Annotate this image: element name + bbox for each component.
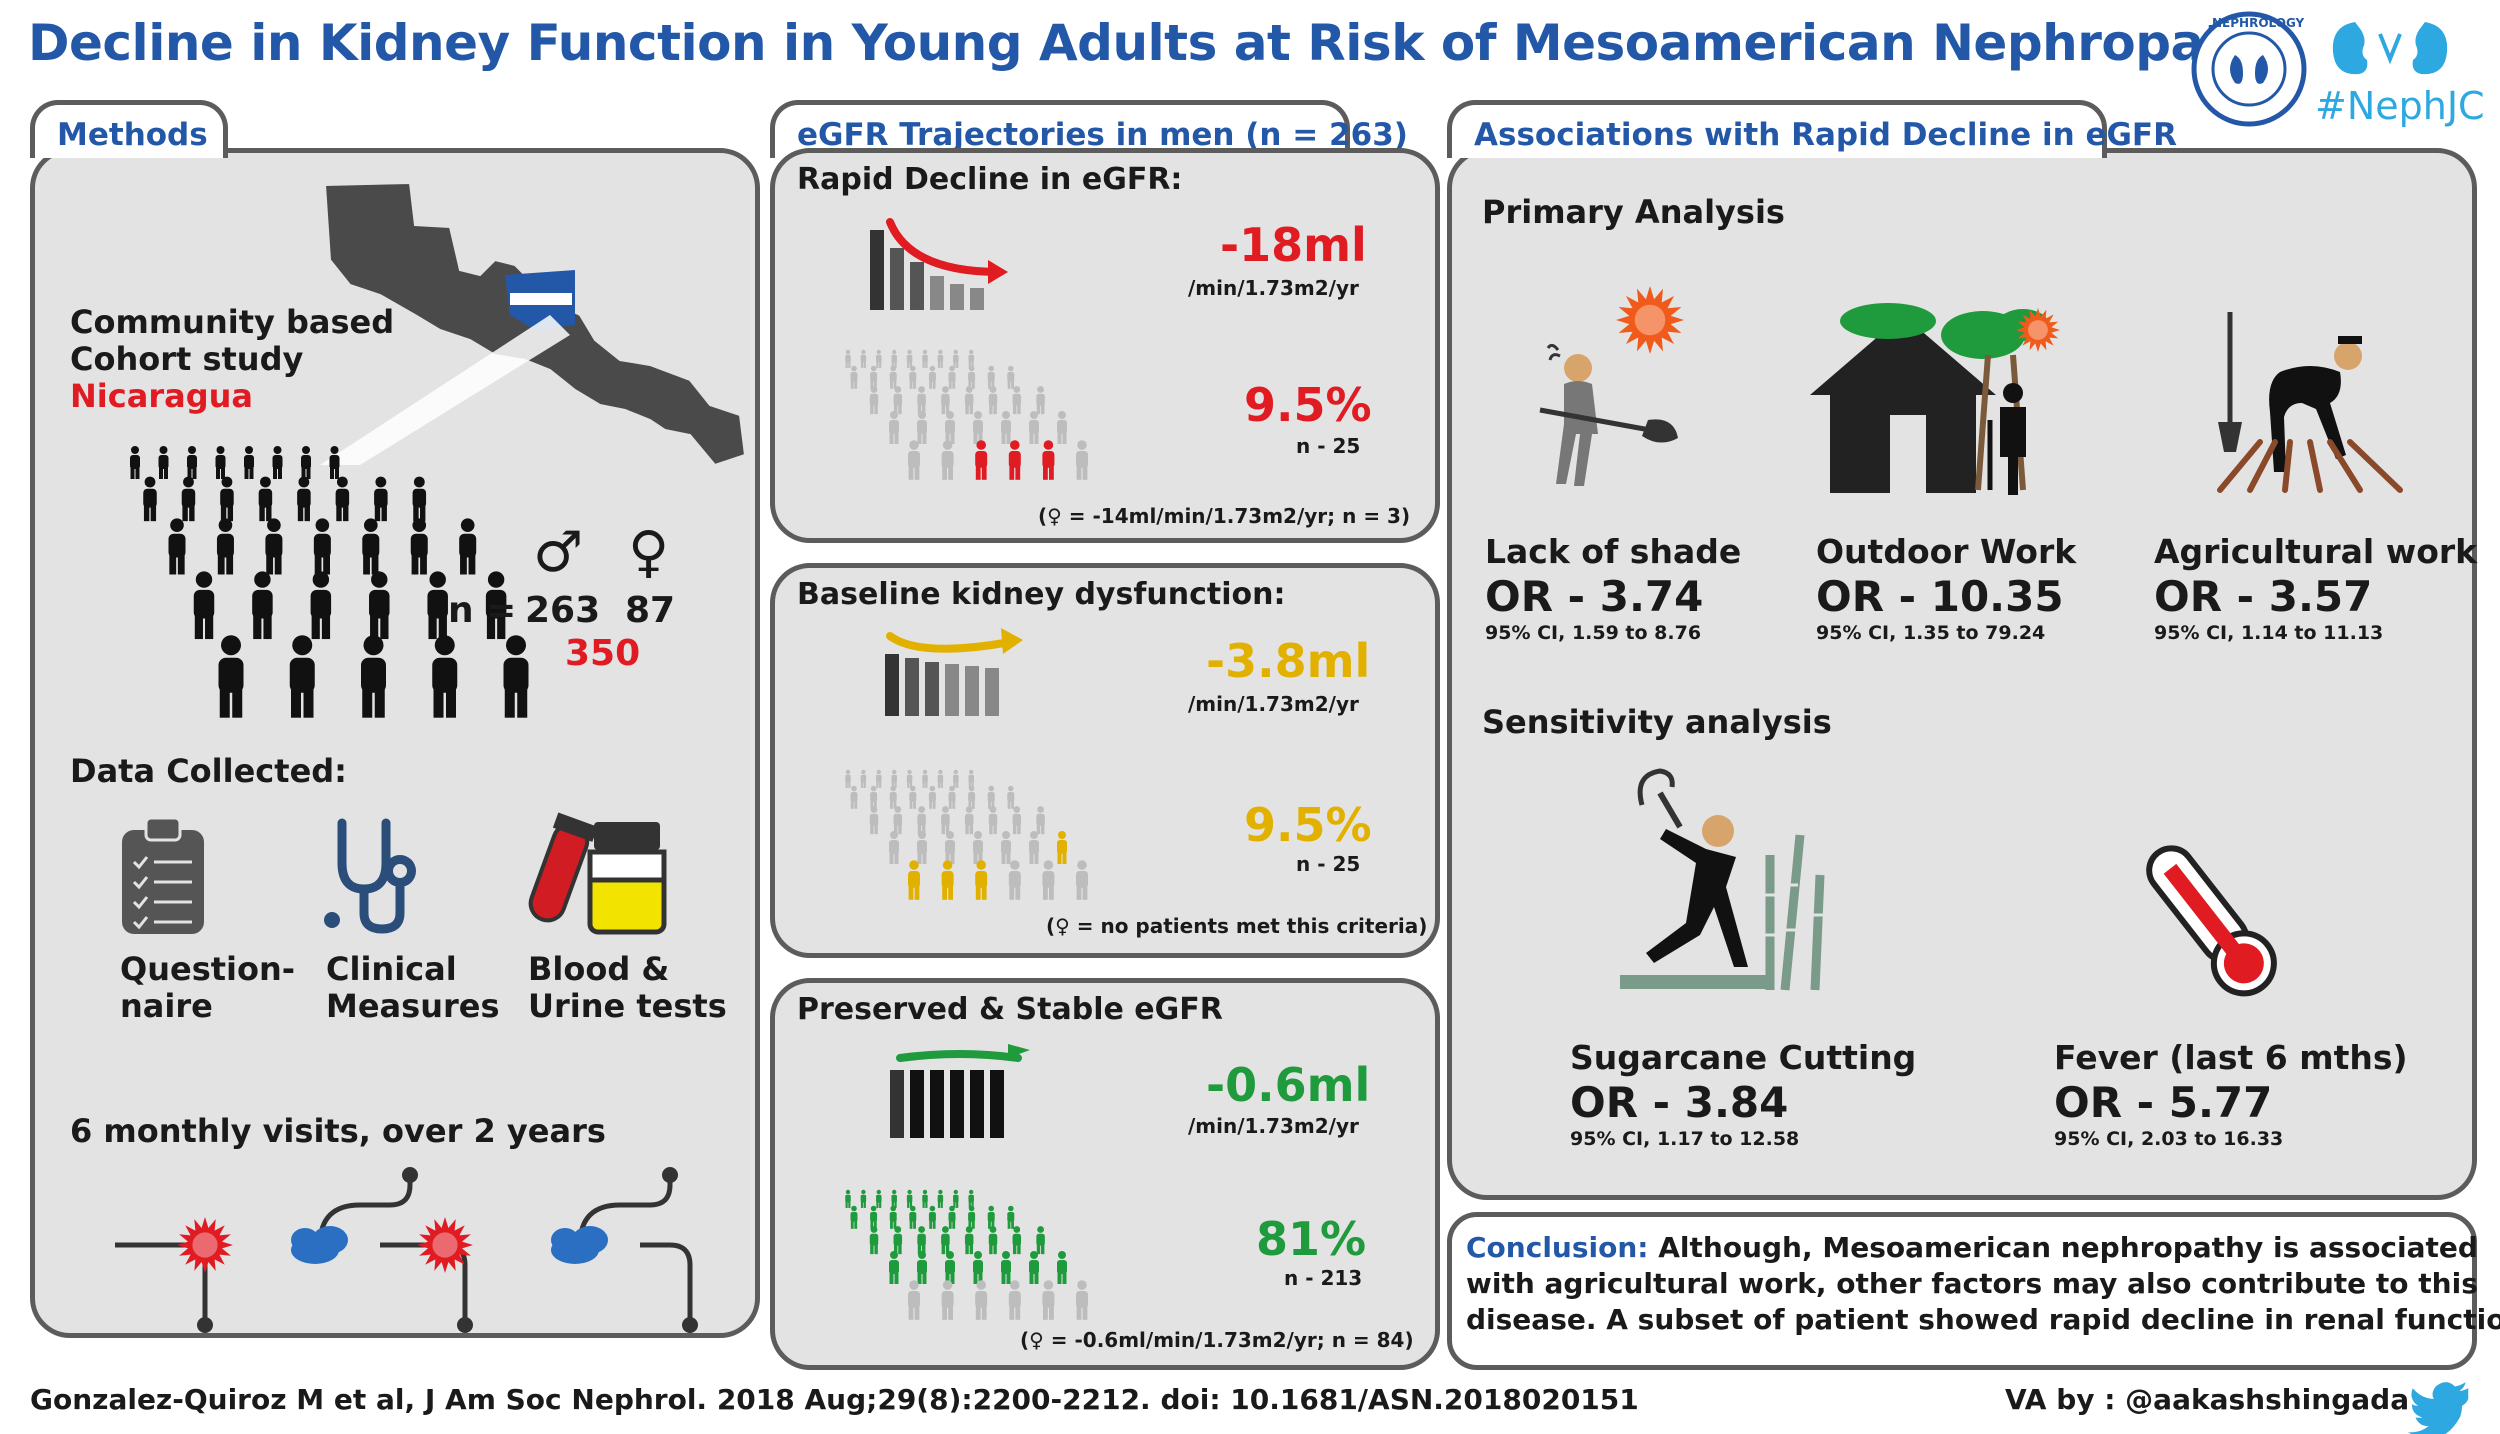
clinical-label-1: Clinical (326, 950, 457, 988)
n-male: 263 (525, 590, 601, 631)
visits-text: 6 monthly visits, over 2 years (70, 1112, 606, 1150)
baseline-n: n - 25 (1296, 852, 1361, 876)
sensitivity-analysis-heading: Sensitivity analysis (1482, 703, 1832, 741)
people-crowd-icon (130, 446, 529, 718)
rapid-rate: -18ml (1220, 218, 1367, 272)
shade-label: Lack of shade (1485, 532, 1742, 571)
page-title: Decline in Kidney Function in Young Adul… (28, 14, 2295, 72)
stable-pct: 81% (1256, 1212, 1367, 1266)
male-symbol: ♂ (533, 520, 584, 585)
stable-note: (♀ = -0.6ml/min/1.73m2/yr; n = 84) (1020, 1328, 1414, 1352)
stable-egfr-panel (770, 978, 1440, 1370)
stable-unit: /min/1.73m2/yr (1188, 1114, 1359, 1138)
baseline-pct: 9.5% (1244, 798, 1372, 852)
conclusion-line3: disease. A subset of patient showed rapi… (1466, 1303, 2500, 1336)
sugarcane-label: Sugarcane Cutting (1570, 1038, 1917, 1077)
conclusion-line1: Although, Mesoamerican nephropathy is as… (1658, 1231, 2478, 1264)
study-design-line2: Cohort study (70, 340, 304, 378)
clinical-label-2: Measures (326, 987, 500, 1025)
visit-timeline (115, 1167, 698, 1333)
data-collected-heading: Data Collected: (70, 752, 347, 790)
shade-or: OR - 3.74 (1485, 572, 1704, 621)
rapid-n: n - 25 (1296, 434, 1361, 458)
associations-tab: Associations with Rapid Decline in eGFR (1447, 100, 2177, 158)
citation: Gonzalez-Quiroz M et al, J Am Soc Nephro… (30, 1383, 1639, 1416)
farmer-planting-icon (2217, 312, 2403, 493)
stable-bar-icon (890, 1044, 1030, 1138)
primary-analysis-heading: Primary Analysis (1482, 193, 1785, 231)
conclusion-text: Conclusion: Although, Mesoamerican nephr… (1466, 1230, 2500, 1338)
n-label: n = (448, 590, 517, 631)
questionnaire-label-2: naire (120, 987, 213, 1025)
rapid-pct: 9.5% (1244, 378, 1372, 432)
agricultural-label: Agricultural work (2154, 532, 2478, 571)
stable-heading: Preserved & Stable eGFR (797, 992, 1223, 1027)
rapid-people-icon (845, 349, 1088, 480)
stable-n: n - 213 (1284, 1266, 1363, 1290)
baseline-unit: /min/1.73m2/yr (1188, 692, 1359, 716)
thermometer-fever-icon (2146, 845, 2277, 997)
agricultural-or: OR - 3.57 (2154, 572, 2373, 621)
outdoor-ci: 95% CI, 1.35 to 79.24 (1816, 622, 2046, 644)
study-country: Nicaragua (70, 377, 253, 415)
kidney-icon (2332, 22, 2448, 75)
worker-shovel-sun-icon (1539, 286, 1684, 486)
stable-people-icon (845, 1189, 1088, 1320)
fever-label: Fever (last 6 mths) (2054, 1038, 2408, 1077)
stable-rate: -0.6ml (1206, 1058, 1371, 1112)
blood-label-2: Urine tests (528, 987, 727, 1025)
n-total: 350 (565, 633, 641, 674)
house-outdoor-worker-icon (1810, 303, 2060, 495)
baseline-rate: -3.8ml (1206, 634, 1371, 688)
baseline-people-icon (845, 769, 1088, 900)
va-credit: VA by : @aakashshingada (2005, 1383, 2410, 1416)
conclusion-line2: with agricultural work, other factors ma… (1466, 1267, 2478, 1300)
logo-seal-icon (2191, 11, 2307, 127)
nephrology-logo: NEPHROLOGY (2190, 10, 2308, 128)
sugarcane-ci: 95% CI, 1.17 to 12.58 (1570, 1128, 1800, 1150)
logo-text: NEPHROLOGY (2212, 16, 2305, 30)
clipboard-icon (122, 816, 204, 934)
stethoscope-icon (324, 818, 416, 934)
twitter-bird-icon (2407, 1382, 2469, 1434)
questionnaire-label-1: Question- (120, 950, 296, 988)
sugarcane-cutter-icon (1620, 768, 1825, 991)
nephjc-logo: #NephJC (2315, 14, 2485, 134)
methods-tab: Methods (30, 100, 228, 158)
blood-label-1: Blood & (528, 950, 670, 988)
rapid-decline-panel (770, 148, 1440, 543)
hashtag: #NephJC (2315, 84, 2485, 128)
fever-or: OR - 5.77 (2054, 1078, 2273, 1127)
outdoor-or: OR - 10.35 (1816, 572, 2064, 621)
shade-ci: 95% CI, 1.59 to 8.76 (1485, 622, 1702, 644)
central-america-map (320, 181, 747, 467)
methods-panel (30, 148, 760, 1338)
rapid-heading: Rapid Decline in eGFR: (797, 162, 1183, 197)
female-symbol: ♀ (628, 520, 670, 585)
sugarcane-or: OR - 3.84 (1570, 1078, 1789, 1127)
baseline-note: (♀ = no patients met this criteria) (1046, 914, 1428, 938)
rapid-note: (♀ = -14ml/min/1.73m2/yr; n = 3) (1038, 504, 1411, 528)
n-female: 87 (625, 590, 676, 631)
blood-urine-test-icon (528, 812, 667, 935)
conclusion-box (1447, 1212, 2477, 1370)
baseline-bar-decline-icon (885, 628, 1023, 716)
baseline-heading: Baseline kidney dysfunction: (797, 577, 1286, 612)
baseline-dysfunction-panel (770, 563, 1440, 958)
agricultural-ci: 95% CI, 1.14 to 11.13 (2154, 622, 2384, 644)
outdoor-label: Outdoor Work (1816, 532, 2077, 571)
study-design-line1: Community based (70, 303, 395, 341)
fever-ci: 95% CI, 2.03 to 16.33 (2054, 1128, 2284, 1150)
rapid-unit: /min/1.73m2/yr (1188, 276, 1359, 300)
conclusion-label: Conclusion: (1466, 1231, 1649, 1264)
rapid-bar-decline-icon (870, 218, 1008, 310)
